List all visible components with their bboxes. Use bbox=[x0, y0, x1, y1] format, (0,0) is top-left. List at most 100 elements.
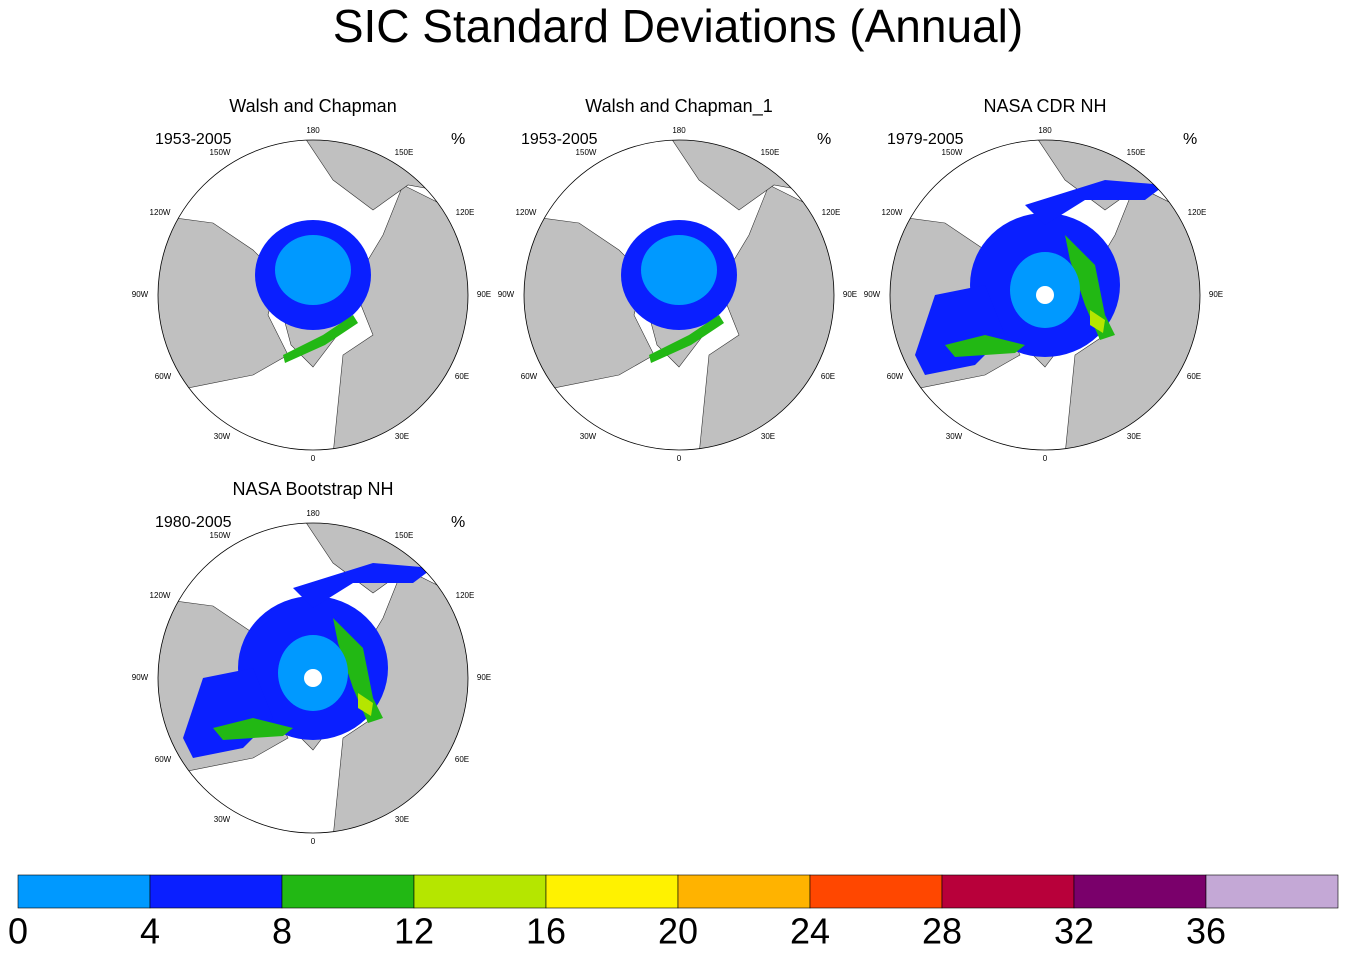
ice-variability bbox=[641, 235, 717, 305]
colorbar-segment bbox=[149, 874, 283, 909]
panel-title: NASA CDR NH bbox=[983, 96, 1106, 116]
longitude-label: 0 bbox=[1043, 454, 1048, 463]
panel-period: 1953-2005 bbox=[155, 131, 232, 148]
longitude-label: 120W bbox=[882, 208, 903, 217]
map-border bbox=[157, 522, 469, 834]
longitude-label: 90E bbox=[1209, 290, 1223, 299]
map-content bbox=[524, 140, 834, 450]
panel-unit: % bbox=[817, 131, 831, 148]
longitude-label: 150E bbox=[395, 148, 414, 157]
panel-period: 1979-2005 bbox=[887, 131, 964, 148]
longitude-label: 90W bbox=[864, 290, 881, 299]
longitude-label: 180 bbox=[1038, 126, 1052, 135]
panel-period: 1980-2005 bbox=[155, 514, 232, 531]
panel-unit: % bbox=[451, 131, 465, 148]
longitude-label: 150W bbox=[210, 531, 231, 540]
colorbar-tick-label: 32 bbox=[1054, 911, 1094, 952]
pole-hole bbox=[1036, 286, 1054, 304]
map-border bbox=[523, 139, 835, 451]
panel-title: Walsh and Chapman bbox=[229, 96, 396, 116]
longitude-label: 90W bbox=[498, 290, 515, 299]
ice-variability bbox=[333, 618, 383, 723]
longitude-label: 60E bbox=[455, 755, 469, 764]
longitude-label: 120E bbox=[822, 208, 841, 217]
panel-title: Walsh and Chapman_1 bbox=[585, 96, 772, 117]
map-content bbox=[158, 140, 468, 450]
colorbar-segment bbox=[1205, 874, 1339, 909]
colorbar-tick-label: 12 bbox=[394, 911, 434, 952]
colorbar-segment bbox=[413, 874, 547, 909]
longitude-label: 0 bbox=[311, 837, 316, 846]
longitude-label: 30W bbox=[214, 432, 231, 441]
colorbar-tick-label: 20 bbox=[658, 911, 698, 952]
ice-variability bbox=[293, 563, 433, 608]
longitude-label: 90E bbox=[477, 673, 491, 682]
ice-variability bbox=[275, 235, 351, 305]
longitude-label: 120E bbox=[1188, 208, 1207, 217]
longitude-label: 30E bbox=[395, 432, 409, 441]
figure-title: SIC Standard Deviations (Annual) bbox=[333, 0, 1023, 52]
polar-map: 180 150W 150E 120W 120E 90W 90E 60W 60E 30W 30E 0 bbox=[132, 509, 491, 846]
colorbar-tick-label: 16 bbox=[526, 911, 566, 952]
polar-map: 180 150W 150E 120W 120E 90W 90E 60W 60E 30W 30E 0 bbox=[864, 126, 1223, 463]
colorbar-segment bbox=[677, 874, 811, 909]
longitude-label: 150E bbox=[1127, 148, 1146, 157]
colorbar-segment bbox=[281, 874, 415, 909]
longitude-label: 60W bbox=[521, 372, 538, 381]
map-content bbox=[158, 523, 468, 833]
colorbar-segment bbox=[809, 874, 943, 909]
panel-unit: % bbox=[451, 514, 465, 531]
longitude-label: 90E bbox=[843, 290, 857, 299]
polar-map: 180 150W 150E 120W 120E 90W 90E 60W 60E 30W 30E 0 bbox=[498, 126, 857, 463]
ice-variability bbox=[1065, 235, 1115, 340]
ice-variability bbox=[213, 718, 293, 740]
longitude-label: 120W bbox=[150, 208, 171, 217]
colorbar-tick-label: 24 bbox=[790, 911, 830, 952]
longitude-label: 150W bbox=[576, 148, 597, 157]
ice-variability bbox=[1025, 180, 1165, 225]
longitude-label: 0 bbox=[677, 454, 682, 463]
longitude-label: 60E bbox=[455, 372, 469, 381]
longitude-label: 30W bbox=[946, 432, 963, 441]
longitude-label: 60E bbox=[821, 372, 835, 381]
longitude-label: 150W bbox=[210, 148, 231, 157]
longitude-label: 150E bbox=[395, 531, 414, 540]
panel-title: NASA Bootstrap NH bbox=[232, 479, 393, 499]
longitude-label: 120E bbox=[456, 208, 475, 217]
longitude-label: 180 bbox=[672, 126, 686, 135]
longitude-label: 120E bbox=[456, 591, 475, 600]
longitude-label: 60W bbox=[887, 372, 904, 381]
longitude-label: 180 bbox=[306, 126, 320, 135]
ice-variability bbox=[283, 315, 358, 363]
colorbar-segment bbox=[545, 874, 679, 909]
longitude-label: 60W bbox=[155, 755, 172, 764]
longitude-label: 180 bbox=[306, 509, 320, 518]
colorbar-tick-label: 4 bbox=[140, 911, 160, 952]
panel-period: 1953-2005 bbox=[521, 131, 598, 148]
colorbar-tick-label: 8 bbox=[272, 911, 292, 952]
colorbar-tick-label: 28 bbox=[922, 911, 962, 952]
longitude-label: 30W bbox=[580, 432, 597, 441]
map-content bbox=[890, 140, 1200, 450]
longitude-label: 60W bbox=[155, 372, 172, 381]
polar-map: 180 150W 150E 120W 120E 90W 90E 60W 60E 30W 30E 0 bbox=[132, 126, 491, 463]
longitude-label: 90W bbox=[132, 673, 149, 682]
longitude-label: 120W bbox=[516, 208, 537, 217]
longitude-label: 60E bbox=[1187, 372, 1201, 381]
longitude-label: 30E bbox=[1127, 432, 1141, 441]
longitude-label: 0 bbox=[311, 454, 316, 463]
panel-unit: % bbox=[1183, 131, 1197, 148]
ice-variability bbox=[358, 693, 373, 716]
longitude-label: 90E bbox=[477, 290, 491, 299]
longitude-label: 90W bbox=[132, 290, 149, 299]
map-border bbox=[157, 139, 469, 451]
colorbar-tick-label: 0 bbox=[8, 911, 28, 952]
longitude-label: 120W bbox=[150, 591, 171, 600]
ice-variability bbox=[945, 335, 1025, 357]
ice-variability bbox=[1090, 310, 1105, 333]
colorbar-segment bbox=[941, 874, 1075, 909]
colorbar-segment bbox=[17, 874, 151, 909]
longitude-label: 30E bbox=[761, 432, 775, 441]
colorbar-segment bbox=[1073, 874, 1207, 909]
